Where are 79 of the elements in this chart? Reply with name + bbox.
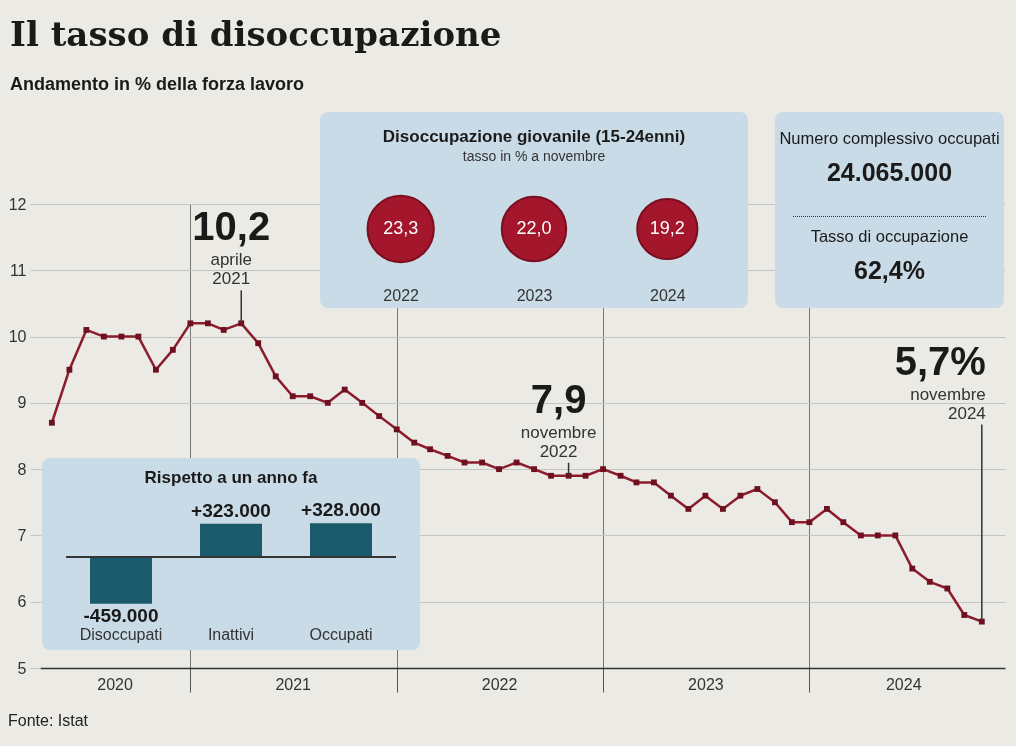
point	[83, 327, 90, 333]
annotation: novembre 2022	[520, 422, 597, 461]
point	[376, 413, 383, 420]
point	[548, 472, 554, 479]
data-label: +328.000	[301, 499, 381, 521]
point	[840, 519, 847, 526]
point	[961, 612, 968, 618]
point	[719, 506, 726, 512]
x-tick-label: 2021	[275, 675, 312, 693]
y-tick-label: 11	[9, 261, 27, 279]
point	[772, 499, 778, 506]
point	[238, 320, 245, 327]
y-tick-label: 7	[17, 526, 27, 544]
point	[427, 446, 433, 453]
point	[754, 486, 761, 492]
y-tick-label: 10	[8, 328, 27, 346]
point	[152, 366, 159, 373]
y-tick-label: 5	[17, 659, 27, 677]
category-label: 2024	[650, 286, 686, 304]
point	[307, 393, 314, 400]
text: 24.065.000	[826, 158, 953, 186]
y-tick-label: 9	[17, 394, 27, 412]
text: 62,4%	[854, 256, 925, 284]
data-label: 19,2	[649, 218, 685, 238]
x-tick-label: 2024	[885, 675, 922, 693]
point	[702, 492, 709, 499]
point	[496, 466, 502, 473]
chart-title: Il tasso di disoccupazione	[10, 14, 502, 54]
point	[48, 419, 55, 426]
point	[272, 373, 279, 380]
point	[220, 327, 227, 333]
point	[824, 506, 830, 512]
category-label: Numero complessivo occupati	[779, 129, 1000, 147]
x-tick-label: 2022	[481, 675, 518, 693]
point	[788, 519, 795, 526]
category-label: 2022	[383, 286, 420, 304]
point	[187, 320, 194, 327]
annotation: 5,7%	[894, 338, 986, 383]
annotation: aprile 2021	[210, 250, 253, 289]
annotation: 7,9	[530, 376, 587, 421]
annotation: novembre 2024	[910, 384, 986, 423]
x-tick-label: 2020	[97, 675, 134, 693]
data-label: +323.000	[191, 499, 271, 521]
y-tick-label: 8	[17, 460, 27, 478]
source-note: Fonte: Istat	[8, 712, 89, 730]
point	[667, 492, 674, 499]
data-label: -459.000	[83, 604, 159, 626]
text: Disoccupazione giovanile (15-24enni)	[382, 127, 686, 146]
y-tick-label: 12	[8, 195, 27, 213]
text: tasso in % a novembre	[462, 148, 606, 164]
point	[66, 366, 73, 373]
category-label: 2023	[516, 286, 553, 304]
data-label: 22,0	[516, 218, 552, 238]
annotation: 10,2	[192, 204, 271, 249]
point	[341, 386, 348, 393]
point	[204, 320, 211, 327]
point	[806, 519, 813, 526]
x-tick-label: Occupati	[309, 625, 373, 643]
point	[393, 426, 400, 433]
chart-title: Rispetto a un anno fa	[144, 468, 318, 488]
point	[531, 466, 538, 473]
data-label: 23,3	[383, 218, 419, 238]
point	[444, 452, 451, 459]
point	[359, 399, 366, 406]
point	[600, 466, 606, 473]
point	[926, 578, 933, 585]
point	[651, 479, 657, 486]
point	[289, 393, 296, 400]
x-tick-label: 2023	[688, 675, 724, 693]
x-tick-label: Inattivi	[207, 625, 255, 643]
category-label: Tasso di occupazione	[810, 227, 969, 245]
point	[411, 439, 418, 446]
x-tick-label: Disoccupati	[79, 625, 163, 643]
point	[169, 346, 176, 353]
point	[633, 479, 640, 486]
chart-subtitle: Andamento in % della forza lavoro	[10, 74, 305, 95]
point	[324, 399, 331, 406]
y-tick-label: 6	[17, 593, 27, 611]
point	[255, 340, 262, 347]
